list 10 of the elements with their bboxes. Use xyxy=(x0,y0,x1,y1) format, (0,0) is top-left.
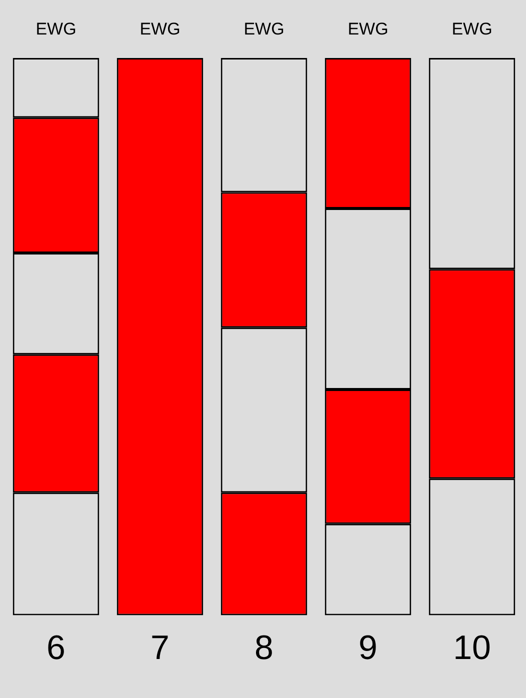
text: EWG xyxy=(452,20,492,39)
text: EWG xyxy=(140,20,180,39)
x-tick-label: 9 xyxy=(358,628,378,667)
x-tick-label: 6 xyxy=(46,628,66,667)
text: EWG xyxy=(348,20,388,39)
x-tick-label: 7 xyxy=(150,628,170,667)
text: EWG xyxy=(36,20,76,39)
text: EWG xyxy=(244,20,284,39)
x-tick-label: 8 xyxy=(254,628,274,667)
x-tick-label: 10 xyxy=(453,628,491,667)
